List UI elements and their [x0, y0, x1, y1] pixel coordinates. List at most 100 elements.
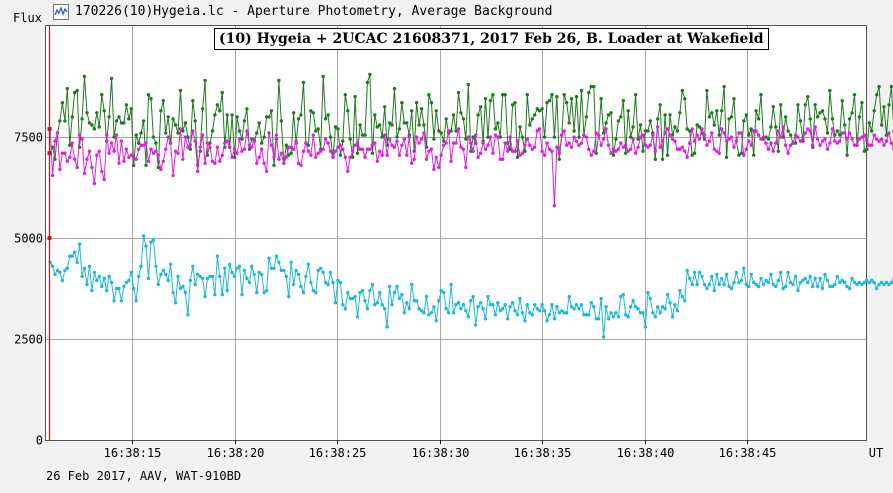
series-2-point — [818, 276, 822, 281]
series-1-point — [397, 153, 402, 157]
series-1-point — [250, 145, 254, 149]
series-1-point — [852, 143, 857, 147]
series-2-point — [717, 282, 721, 287]
x-axis-unit: UT — [869, 446, 883, 460]
series-1-point — [105, 133, 109, 137]
series-2-point — [105, 288, 109, 293]
series-0-point — [434, 109, 438, 113]
series-0-point — [139, 131, 143, 135]
plot-area[interactable] — [45, 25, 867, 441]
series-2-point — [260, 272, 264, 277]
series-0-point — [392, 86, 397, 91]
series-1-point — [744, 147, 748, 151]
series-1-point — [439, 153, 443, 157]
series-1-point — [550, 149, 554, 153]
series-1-point — [678, 147, 682, 151]
series-1-point — [567, 141, 571, 145]
series-0-point — [483, 97, 488, 101]
series-1-point — [599, 143, 603, 147]
series-1-point — [675, 147, 680, 151]
series-0-point — [272, 163, 276, 167]
series-2-point — [432, 305, 436, 309]
series-0-point — [592, 84, 596, 89]
series-2-point — [680, 294, 684, 299]
series-1-point — [100, 169, 104, 174]
series-2-point — [176, 274, 180, 279]
series-1-point — [771, 149, 775, 153]
series-1-point — [107, 151, 111, 155]
series-2-point — [668, 301, 672, 305]
series-2-point — [882, 282, 886, 287]
series-1-point — [402, 137, 406, 141]
series-1-point — [872, 133, 876, 137]
series-0-point — [60, 101, 65, 105]
series-2-point — [641, 311, 645, 315]
series-2-point — [255, 290, 259, 295]
series-0-point — [729, 115, 734, 119]
series-2-point — [203, 294, 207, 299]
series-0-point — [648, 119, 652, 123]
series-2-point — [513, 309, 517, 313]
series-1-point — [609, 151, 613, 155]
series-1-point — [215, 145, 220, 149]
series-1-point — [464, 165, 468, 170]
series-2-point — [678, 288, 682, 293]
series-1-point — [102, 177, 106, 182]
series-2-point — [535, 307, 539, 311]
series-1-point — [493, 133, 498, 137]
series-2-point — [486, 294, 490, 299]
series-1-point — [843, 131, 847, 135]
series-2-point — [252, 272, 256, 277]
series-2-point — [584, 313, 589, 317]
series-0-point — [176, 131, 180, 135]
series-2-point — [156, 282, 160, 287]
x-tick-label: 16:38:30 — [412, 446, 470, 460]
series-0-point — [633, 93, 638, 97]
series-2-point — [776, 278, 780, 283]
series-0-point — [747, 133, 751, 137]
series-1-point — [764, 141, 768, 145]
series-2-point — [658, 311, 662, 315]
series-1-point — [889, 141, 893, 145]
series-1-point — [621, 145, 625, 149]
series-0-point — [616, 119, 621, 123]
series-2-point — [186, 313, 190, 317]
series-1-point — [754, 129, 758, 133]
series-1-point — [565, 143, 569, 147]
series-1-point — [840, 131, 844, 135]
series-0-point — [191, 99, 195, 103]
light-curve-icon[interactable] — [53, 4, 69, 20]
series-2-point — [164, 272, 168, 277]
series-0-point — [638, 123, 643, 127]
series-1-point — [587, 147, 591, 151]
series-1-point — [151, 151, 156, 155]
series-1-point — [557, 151, 561, 155]
series-0-point — [690, 153, 694, 157]
series-2-point — [887, 282, 891, 287]
series-0-point — [717, 133, 721, 137]
series-1-point — [383, 133, 387, 137]
series-2-point — [358, 290, 362, 295]
series-2-point — [619, 294, 623, 299]
series-0-point — [230, 113, 234, 117]
series-2-point — [665, 292, 670, 297]
series-2-point — [587, 313, 591, 317]
series-1-point — [198, 145, 202, 149]
series-2-point — [710, 274, 714, 279]
series-0-point — [471, 135, 475, 139]
series-2-point — [360, 288, 365, 293]
series-0-point — [161, 99, 165, 103]
series-0-point — [144, 163, 148, 167]
series-1-point — [319, 149, 323, 153]
series-0-point — [166, 115, 170, 119]
series-2-point — [119, 299, 124, 303]
series-2-point — [533, 303, 537, 307]
series-0-point — [397, 127, 402, 131]
series-2-point — [220, 292, 224, 297]
series-1-point — [127, 155, 131, 159]
series-2-point — [373, 303, 377, 307]
series-2-point — [754, 282, 758, 287]
series-0-point — [422, 123, 426, 127]
series-0-point — [257, 121, 261, 125]
